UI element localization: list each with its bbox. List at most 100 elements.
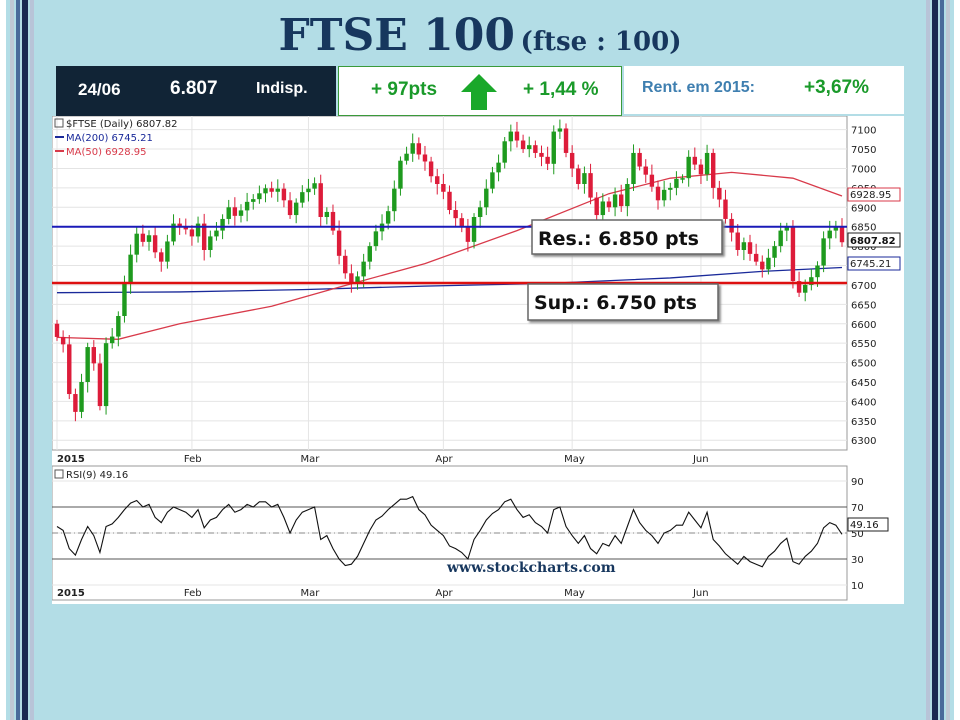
candle-body	[778, 230, 783, 247]
candle-body	[563, 128, 569, 153]
legend-ma200: MA(200) 6745.21	[66, 133, 153, 144]
candle-body	[796, 281, 802, 293]
rsi-x-tick-label: 2015	[57, 588, 85, 599]
candle-body	[453, 210, 458, 219]
x-tick-label: Jun	[692, 454, 709, 465]
candle-body	[655, 186, 661, 201]
candle-body	[349, 273, 354, 283]
candle-body	[330, 211, 336, 231]
candle-body	[576, 168, 581, 184]
candle-body	[649, 174, 655, 187]
candle-body	[165, 241, 170, 262]
candle-body	[471, 217, 477, 242]
arrow-up-icon	[461, 74, 497, 110]
rsi-x-tick-label: Feb	[184, 588, 202, 599]
candle-body	[171, 223, 176, 242]
candle-body	[735, 232, 740, 250]
rsi-tick-label: 50	[851, 529, 864, 540]
x-tick-label: Mar	[300, 454, 320, 465]
x-tick-label: Feb	[184, 454, 202, 465]
candle-body	[465, 226, 471, 242]
yearly-return-box: Rent. em 2015: +3,67%	[624, 66, 904, 114]
quote-date: 24/06	[78, 80, 121, 99]
quote-value: 6.807	[170, 78, 218, 99]
candle-body	[668, 187, 673, 190]
candle-body	[201, 223, 207, 250]
svg-text:6807.82: 6807.82	[850, 236, 896, 247]
rsi-x-tick-label: Apr	[435, 588, 453, 599]
candle-body	[698, 164, 704, 175]
candle-body	[152, 235, 158, 253]
candle-body	[661, 189, 667, 201]
y-tick-label: 6400	[851, 397, 876, 408]
candle-body	[122, 283, 127, 316]
candle-body	[545, 156, 550, 164]
candle-body	[281, 188, 287, 201]
support-label: Sup.: 6.750 pts	[534, 292, 697, 314]
candle-body	[244, 201, 250, 211]
candle-body	[67, 344, 72, 395]
y-tick-label: 6550	[851, 339, 876, 350]
svg-text:6745.21: 6745.21	[850, 259, 891, 270]
quote-info-bar: 24/06 6.807 Indisp. + 97pts + 1,44 %	[56, 66, 622, 116]
quote-status: Indisp.	[256, 80, 308, 97]
candle-body	[588, 173, 593, 198]
candle-body	[477, 207, 483, 217]
candle-body	[263, 188, 268, 194]
candle-body	[784, 226, 790, 231]
candle-body	[385, 211, 391, 224]
candle-body	[606, 201, 612, 208]
candle-body	[833, 226, 839, 231]
candle-body	[557, 128, 563, 132]
left-border-stripes	[0, 0, 40, 720]
candle-body	[514, 131, 520, 141]
rsi-series-line	[56, 495, 843, 568]
candle-body	[287, 200, 293, 216]
legend-box-icon	[54, 118, 64, 128]
candle-body	[441, 184, 446, 192]
candle-body	[336, 230, 342, 256]
candle-body	[214, 230, 219, 237]
candle-body	[821, 238, 826, 266]
candle-body	[73, 394, 78, 412]
ma50-badge: 6928.95	[847, 187, 901, 202]
title-main: FTSE 100	[278, 10, 515, 61]
candle-body	[539, 152, 544, 157]
candle-body	[97, 363, 103, 407]
x-tick-label: May	[564, 454, 585, 465]
y-tick-label: 7100	[851, 126, 876, 137]
x-tick-label: 2015	[57, 454, 85, 465]
candle-body	[772, 246, 777, 258]
y-tick-label: 6700	[851, 281, 876, 292]
candle-body	[508, 131, 514, 142]
chart-panel: 6300635064006450650065506600665067006750…	[51, 115, 904, 604]
candle-body	[631, 152, 636, 184]
y-tick-label: 7050	[851, 145, 876, 156]
candle-body	[741, 242, 747, 250]
candlesticks	[54, 119, 845, 422]
y-tick-label: 6600	[851, 320, 876, 331]
candle-body	[140, 233, 146, 242]
page-title: FTSE 100 (ftse : 100)	[40, 10, 920, 61]
y-tick-label: 6900	[851, 203, 876, 214]
candle-body	[717, 187, 722, 200]
candle-body	[827, 230, 832, 239]
quote-box: 24/06 6.807 Indisp.	[56, 66, 336, 116]
resistance-callout: Res.: 6.850 pts	[531, 219, 723, 255]
candle-body	[809, 277, 814, 285]
candle-body	[686, 156, 691, 179]
rsi-x-tick-label: Mar	[300, 588, 320, 599]
y-tick-label: 6450	[851, 378, 876, 389]
candle-body	[146, 235, 152, 242]
price-x-axis: 2015 Feb Mar Apr May Jun	[57, 454, 709, 465]
candle-body	[459, 218, 464, 227]
candle-body	[257, 193, 262, 200]
candle-body	[582, 173, 587, 184]
candle-body	[91, 347, 97, 364]
legend-ticker: $FTSE (Daily) 6807.82	[66, 119, 178, 130]
candle-body	[373, 231, 379, 247]
candle-body	[116, 316, 121, 337]
rsi-tick-label: 10	[851, 581, 864, 592]
candle-body	[839, 226, 845, 243]
candle-body	[637, 152, 642, 167]
